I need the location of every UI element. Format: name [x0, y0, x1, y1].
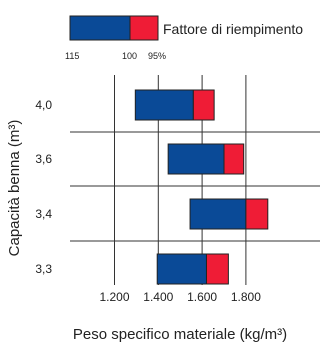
bar-red-2	[245, 198, 269, 230]
bar-red-0	[192, 89, 215, 121]
y-tick-label-0: 4,0	[35, 98, 52, 112]
legend: Fattore di riempimento 115 100 95%	[65, 15, 303, 61]
y-tick-label-2: 3,4	[35, 207, 52, 221]
legend-tick-95: 95%	[148, 51, 166, 61]
legend-swatch-red	[129, 15, 159, 41]
y-tick-label-1: 3,6	[35, 152, 52, 166]
y-tick-label-3: 3,3	[35, 262, 52, 276]
x-tick-labels: 1.200 1.400 1.600 1.800	[99, 290, 261, 304]
legend-tick-100: 100	[122, 51, 137, 61]
bar-red-1	[223, 143, 245, 175]
bars	[134, 89, 269, 285]
bar-blue-1	[167, 143, 225, 175]
bar-blue-0	[134, 89, 194, 121]
x-axis-title: Peso specifico materiale (kg/m³)	[73, 326, 287, 343]
legend-label: Fattore di riempimento	[163, 21, 303, 37]
bar-blue-2	[189, 198, 247, 230]
x-tick-label-2: 1.600	[187, 290, 217, 304]
bar-red-3	[205, 253, 229, 285]
x-tick-label-1: 1.400	[143, 290, 173, 304]
legend-tick-115: 115	[65, 51, 79, 61]
x-tick-label-3: 1.800	[231, 290, 261, 304]
y-axis-title: Capacità benna (m³)	[6, 120, 23, 257]
x-tick-label-0: 1.200	[99, 290, 129, 304]
y-tick-labels: 4,0 3,6 3,4 3,3	[35, 98, 52, 276]
legend-swatch-blue	[69, 15, 131, 41]
bar-blue-3	[156, 253, 207, 285]
